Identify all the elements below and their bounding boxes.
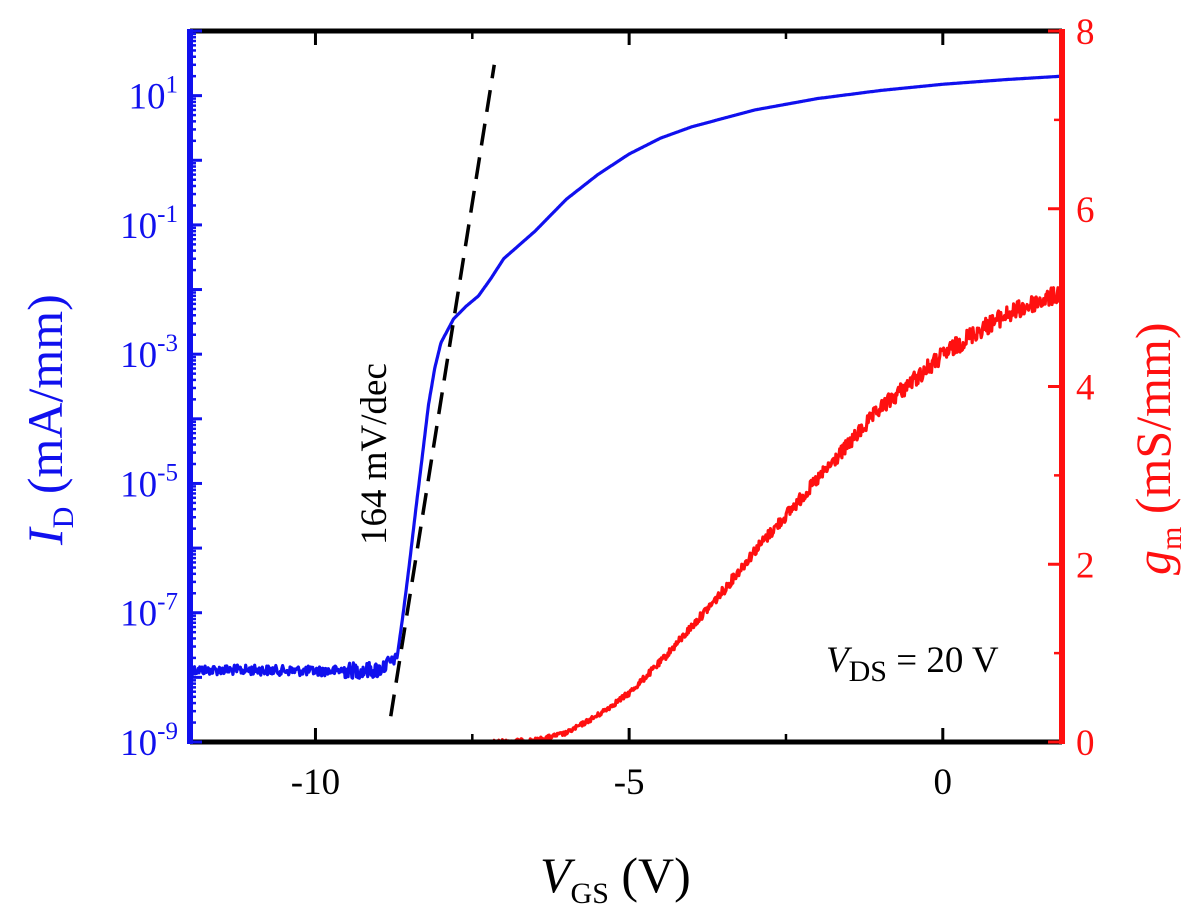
data-curves: [188, 74, 1064, 744]
subthreshold-fit: [389, 64, 496, 717]
vds-annotation-rest: = 20 V: [887, 640, 999, 681]
drain-current-curve: [188, 74, 1063, 680]
left-y-axis-title: ID (mA/mm): [17, 294, 80, 546]
left-y-axis-title-main: I: [17, 526, 73, 546]
x-axis-title-unit: (V): [609, 847, 691, 903]
x-axis-title-main: V: [540, 847, 576, 903]
right-y-axis-title: gm (mS/mm): [1125, 322, 1188, 575]
y-left-tick-label: 10-5: [120, 459, 178, 505]
y-right-tick-label: 4: [1076, 368, 1095, 409]
vds-annotation: VDS = 20 V: [826, 640, 999, 688]
right-y-axis-ticks: 0 2 4 6 8: [1048, 12, 1095, 764]
y-right-tick-label: 2: [1076, 545, 1095, 586]
vds-annotation-main: V: [826, 640, 853, 681]
y-left-tick-label: 10-1: [120, 201, 178, 247]
x-tick-label: 0: [934, 762, 953, 803]
right-y-axis-title-sub: m: [1155, 527, 1188, 550]
x-axis-title-sub: GS: [571, 877, 609, 910]
right-y-axis-title-main: g: [1125, 550, 1181, 575]
x-tick-label: -10: [291, 762, 340, 803]
y-left-tick-label: 10-7: [120, 589, 178, 635]
left-y-axis-ticks: 10-9 10-7 10-5 10-3 10-1 101: [120, 29, 202, 764]
left-y-axis-title-unit: (mA/mm): [17, 294, 73, 506]
subthreshold-fit-line: [389, 64, 496, 717]
transconductance-curve: [490, 286, 1064, 744]
right-y-axis-title-unit: (mS/mm): [1125, 322, 1181, 526]
y-right-tick-label: 0: [1076, 723, 1095, 764]
y-left-tick-label: 10-9: [120, 718, 178, 764]
y-right-tick-label: 6: [1076, 190, 1095, 231]
subthreshold-slope-label: 164 mV/dec: [354, 363, 395, 545]
x-axis-ticks: -10 -5 0: [291, 31, 952, 803]
x-tick-label: -5: [614, 762, 645, 803]
vds-annotation-sub: DS: [849, 655, 887, 688]
y-left-tick-label: 101: [129, 72, 179, 118]
axes: [187, 28, 1065, 745]
y-right-tick-label: 8: [1076, 12, 1095, 53]
y-left-tick-label: 10-3: [120, 330, 178, 376]
left-y-axis-title-sub: D: [47, 507, 80, 529]
x-axis-title: VGS (V): [540, 847, 691, 910]
